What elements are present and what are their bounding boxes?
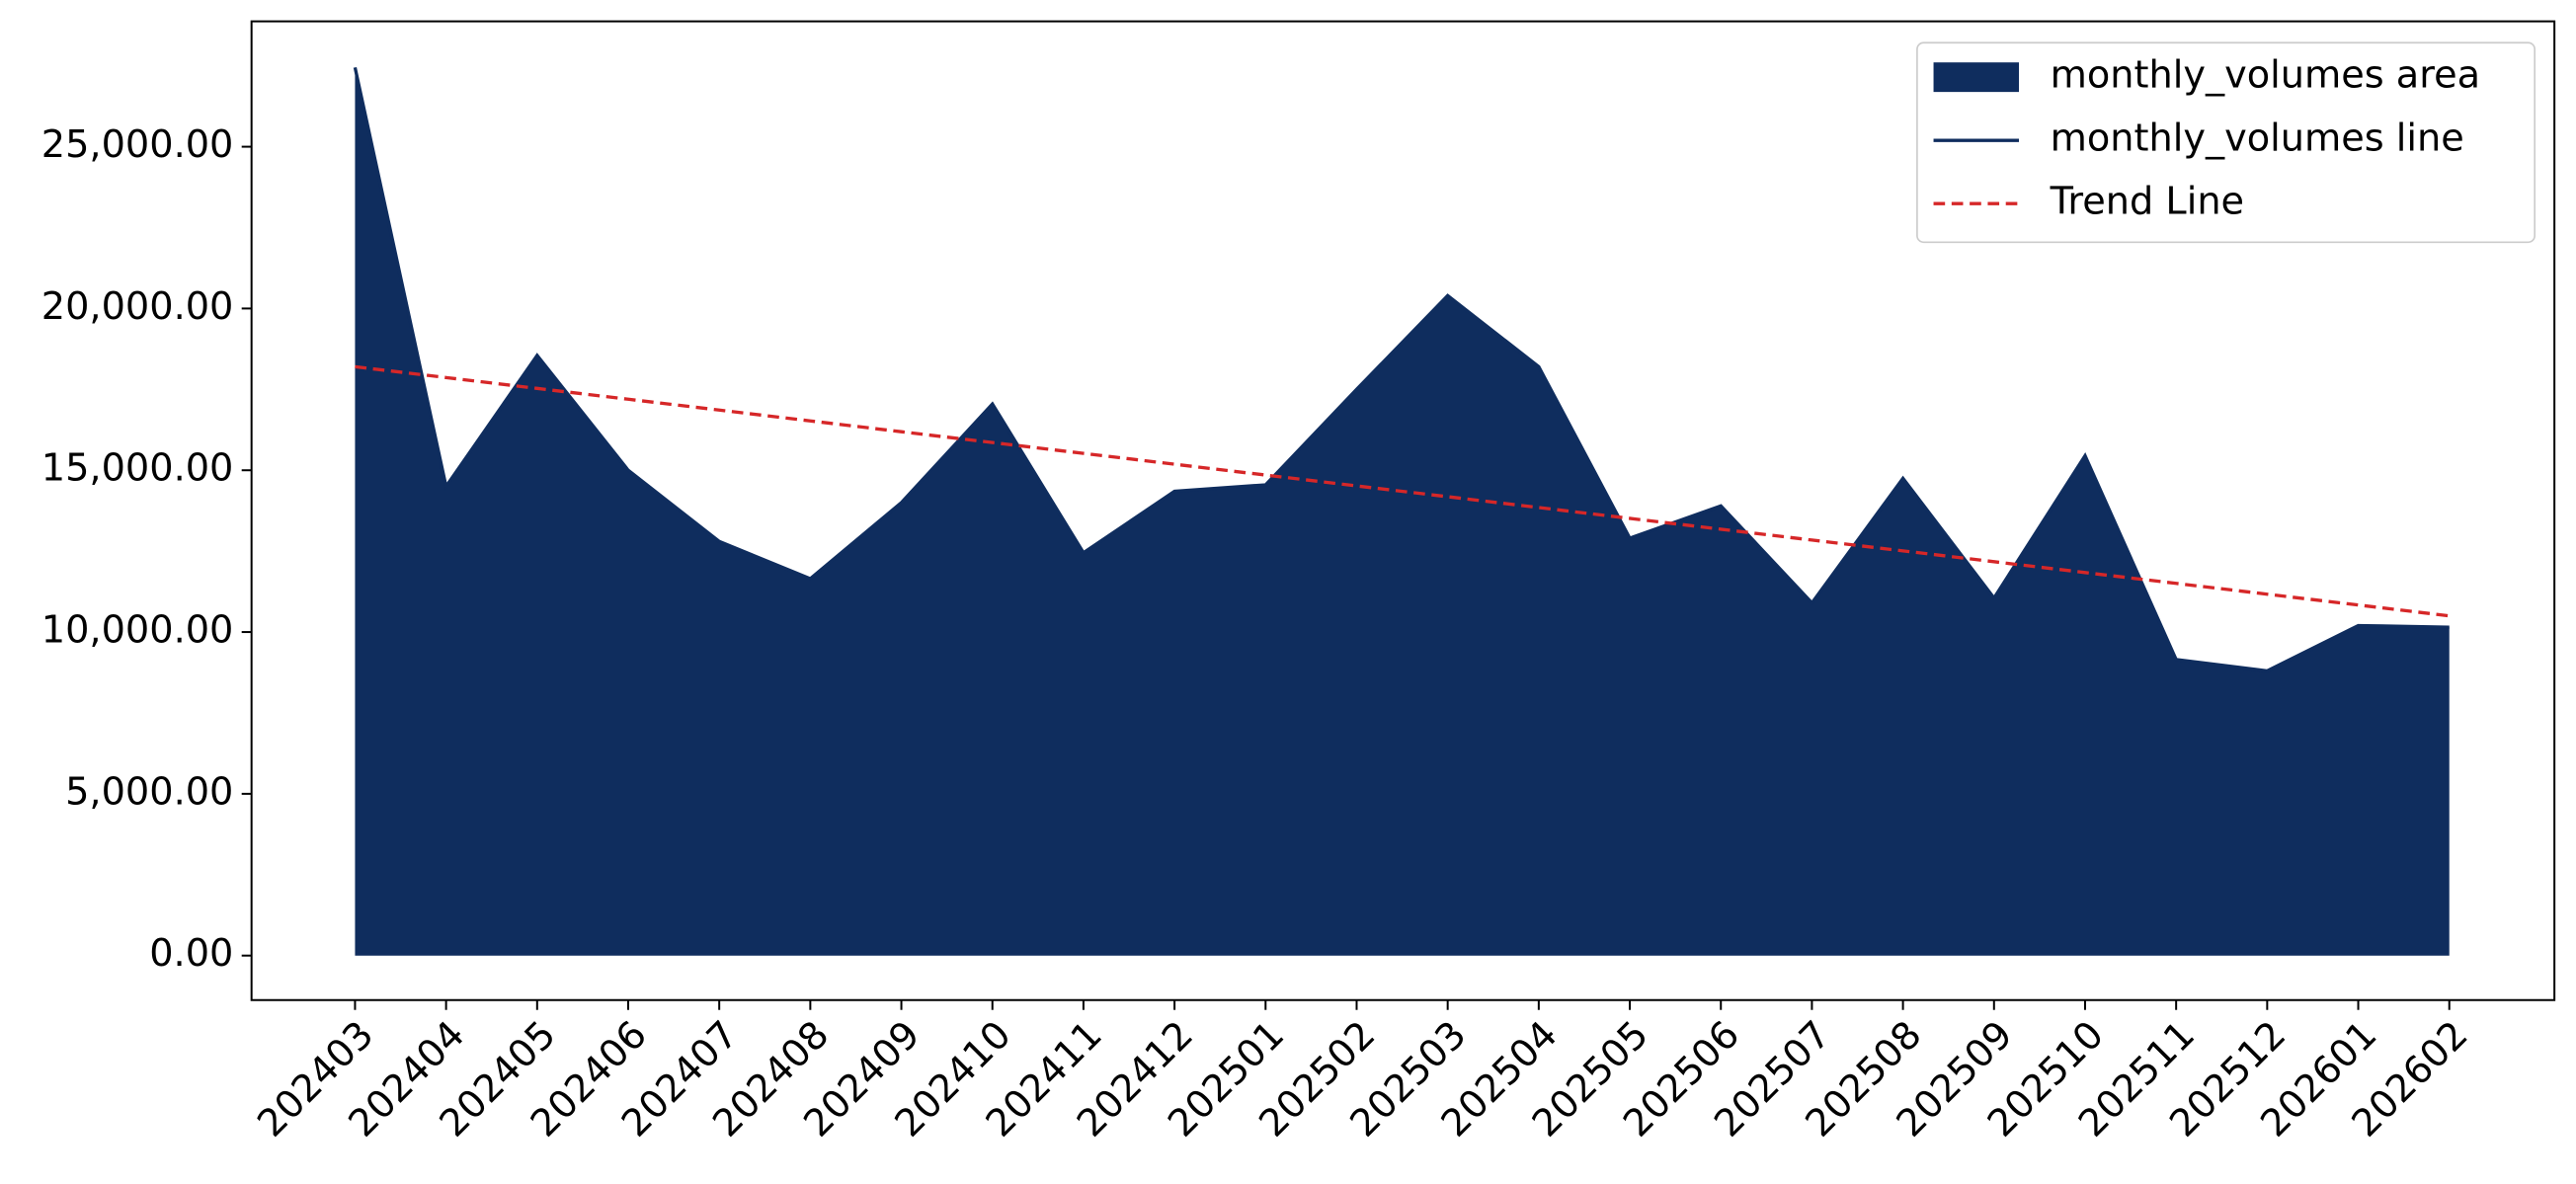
legend: monthly_volumes area monthly_volumes line… xyxy=(1916,41,2536,244)
y-tick-label: 25,000.00 xyxy=(41,123,234,167)
y-tick-label: 20,000.00 xyxy=(41,285,234,329)
plot-area xyxy=(353,66,2450,956)
area xyxy=(355,67,2450,956)
legend-label: monthly_volumes area xyxy=(2051,54,2480,98)
legend-label: Trend Line xyxy=(2050,181,2244,224)
legend-box xyxy=(1916,41,2536,244)
axes-frame xyxy=(250,20,2556,1001)
trend-line xyxy=(355,364,2450,618)
y-tick-label: 0.00 xyxy=(149,932,233,976)
legend-swatch xyxy=(1933,62,2020,93)
y-tick-label: 5,000.00 xyxy=(65,770,233,814)
line xyxy=(353,66,2450,673)
y-tick-label: 15,000.00 xyxy=(41,447,234,491)
y-tick-label: 10,000.00 xyxy=(41,609,234,653)
legend-label: monthly_volumes line xyxy=(2051,118,2464,161)
